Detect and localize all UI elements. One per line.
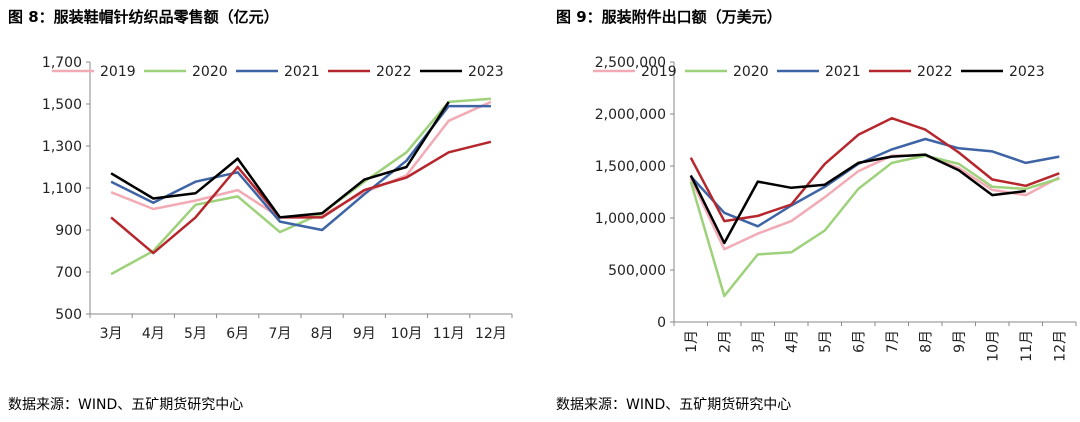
x-tick-label: 6月 — [851, 330, 867, 353]
y-tick-label: 1,500,000 — [595, 159, 666, 175]
x-tick-label: 9月 — [952, 330, 968, 353]
y-tick-label: 2,000,000 — [595, 107, 666, 123]
series-line-2021 — [689, 137, 1060, 228]
x-tick-label: 4月 — [142, 326, 165, 342]
y-tick-label: 700 — [55, 265, 82, 281]
chart-source: 数据来源：WIND、五矿期货研究中心 — [556, 397, 792, 413]
y-tick-label: 1,500 — [42, 97, 82, 113]
chart-retail-svg: 500 700 900 1,100 1,300 1,500 1,700 3月 4月 5月 6月 7月 8… — [42, 55, 513, 342]
x-tick-label: 8月 — [311, 326, 334, 342]
legend-label: 2023 — [1009, 64, 1045, 80]
legend-label: 2019 — [100, 64, 136, 80]
x-tick-label: 7月 — [885, 330, 901, 353]
series-line-2023 — [110, 101, 450, 219]
y-tick-label: 1,700 — [42, 55, 82, 71]
series-line-2023 — [689, 153, 1026, 245]
y-tick-label: 900 — [55, 223, 82, 239]
legend-label: 2020 — [192, 64, 228, 80]
chart-title: 图 9：服装附件出口额（万美元） — [556, 8, 782, 26]
x-tick-label: 12月 — [475, 326, 507, 342]
x-tick-label: 3月 — [100, 326, 123, 342]
series-line-2022 — [689, 116, 1060, 223]
series-line-2020 — [110, 97, 491, 276]
x-tick-label: 12月 — [1052, 330, 1068, 362]
x-tick-label: 2月 — [717, 330, 733, 353]
y-tick-label: 500,000 — [608, 263, 666, 279]
series-line-2019 — [689, 154, 1060, 251]
x-tick-label: 6月 — [226, 326, 249, 342]
chart-title: 图 8：服装鞋帽针纺织品零售额（亿元） — [8, 8, 279, 26]
y-tick-label: 1,100 — [42, 181, 82, 197]
x-tick-label: 11月 — [1019, 330, 1035, 362]
legend-label: 2020 — [733, 64, 769, 80]
y-tick-label: 1,300 — [42, 139, 82, 155]
y-tick-label: 1,000,000 — [595, 211, 666, 227]
y-tick-label: 2,500,000 — [595, 55, 666, 71]
legend-label: 2023 — [468, 64, 504, 80]
legend-label: 2021 — [284, 64, 320, 80]
x-tick-label: 3月 — [751, 330, 767, 353]
y-tick-label: 500 — [55, 307, 82, 323]
legend-label: 2022 — [917, 64, 953, 80]
x-tick-label: 8月 — [918, 330, 934, 353]
x-tick-label: 11月 — [433, 326, 465, 342]
x-tick-label: 5月 — [818, 330, 834, 353]
chart-source: 数据来源：WIND、五矿期货研究中心 — [8, 397, 244, 413]
series-line-2022 — [110, 140, 492, 255]
legend-label: 2021 — [825, 64, 861, 80]
chart-export-svg: 0 500,000 1,000,000 1,500,000 2,000,000 2,500… — [593, 55, 1077, 362]
legend-label: 2019 — [641, 64, 677, 80]
x-tick-label: 10月 — [985, 330, 1001, 362]
legend-label: 2022 — [376, 64, 412, 80]
x-tick-label: 4月 — [784, 330, 800, 353]
x-tick-label: 9月 — [353, 326, 376, 342]
y-tick-label: 0 — [657, 315, 666, 331]
series-line-2020 — [689, 154, 1060, 298]
x-tick-label: 5月 — [184, 326, 207, 342]
x-tick-label: 10月 — [391, 326, 423, 342]
x-tick-label: 7月 — [268, 326, 291, 342]
x-tick-label: 1月 — [684, 330, 700, 353]
